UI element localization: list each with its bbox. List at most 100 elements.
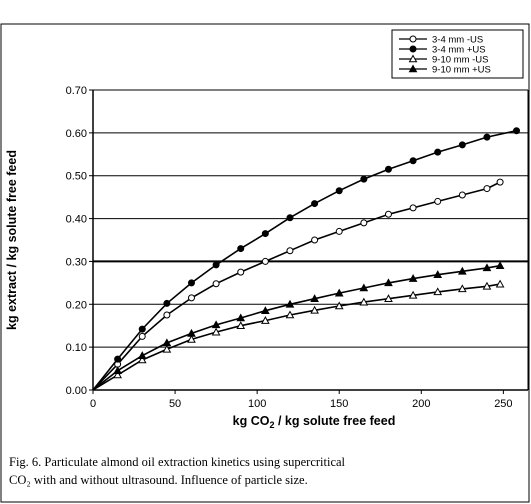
- legend-marker-3: [408, 64, 418, 73]
- y-tick-label-2: 0.20: [66, 299, 87, 311]
- series-2-point-8: [285, 310, 295, 319]
- legend-entries: 3-4 mm -US3-4 mm +US9-10 mm -US9-10 mm +…: [399, 35, 491, 76]
- x-tick-label-5: 250: [494, 398, 512, 410]
- figure-caption: Fig. 6. Particulate almond oil extractio…: [9, 453, 529, 489]
- series-1-point-10: [335, 187, 343, 195]
- series-3-point-6: [236, 313, 246, 322]
- series-1-point-2: [138, 325, 146, 333]
- series-1-point-8: [286, 214, 294, 222]
- series-2: [92, 279, 505, 391]
- axis-ticks: 0.00 0.10 0.20 0.30 0.40 0.50 0.60 0.70 0 50 100 15…: [66, 85, 513, 410]
- caption-line-1: Fig. 6. Particulate almond oil extractio…: [9, 455, 346, 469]
- y-axis-title: kg extract / kg solute free feed: [5, 150, 19, 330]
- x-axis-title-sub: 2: [269, 420, 274, 430]
- legend-marker-2: [408, 54, 418, 63]
- x-tick-label-4: 200: [412, 398, 430, 410]
- x-axis-title-part2: / kg solute free feed: [274, 414, 395, 428]
- y-tick-label-7: 0.70: [66, 85, 87, 97]
- series-line-1: [92, 129, 517, 391]
- series-0-point-13: [409, 204, 417, 212]
- series-1: [92, 127, 521, 391]
- legend-label-2: 9-10 mm -US: [432, 55, 488, 66]
- series-1-point-14: [434, 148, 442, 156]
- series-1-point-13: [409, 157, 417, 165]
- series-0-point-6: [237, 268, 245, 276]
- y-tick-label-0: 0.00: [66, 385, 87, 397]
- series-0-point-16: [483, 185, 491, 193]
- series-3-point-11: [359, 283, 369, 292]
- series-2-point-6: [236, 321, 246, 330]
- x-tick-label-3: 150: [330, 398, 348, 410]
- series-1-point-11: [360, 175, 368, 183]
- legend-marker-1: [409, 45, 417, 53]
- series-1-point-16: [483, 133, 491, 141]
- series-3: [92, 261, 505, 391]
- series-0-point-4: [187, 294, 195, 302]
- legend: 3-4 mm -US3-4 mm +US9-10 mm -US9-10 mm +…: [391, 29, 524, 79]
- series-1-point-15: [458, 141, 466, 149]
- y-tick-label-1: 0.10: [66, 342, 87, 354]
- series-1-point-5: [212, 261, 220, 269]
- grid: [93, 89, 528, 348]
- series-3-point-13: [408, 274, 418, 282]
- series-2-point-13: [408, 290, 418, 299]
- series-0-point-8: [286, 247, 294, 255]
- series-0-point-9: [311, 236, 319, 244]
- series-3-point-9: [310, 294, 319, 303]
- series-1-point-6: [237, 245, 245, 253]
- series-line-2: [92, 283, 501, 391]
- series-1-point-7: [261, 230, 269, 238]
- series-3-point-17: [495, 261, 505, 270]
- series-3-point-14: [433, 270, 443, 279]
- series-2-point-10: [334, 301, 344, 310]
- series-1-point-9: [311, 200, 319, 208]
- legend-marker-0: [409, 35, 417, 43]
- series-3-point-3: [162, 338, 172, 347]
- series-2-point-12: [384, 294, 393, 303]
- x-tick-label-1: 50: [169, 398, 181, 410]
- x-axis-title-part1: kg CO: [233, 414, 270, 428]
- series-0-point-7: [261, 257, 269, 265]
- series-3-point-10: [334, 288, 344, 297]
- series-0-point-10: [335, 227, 343, 235]
- x-axis-title: kg CO2 / kg solute free feed: [233, 414, 396, 430]
- series-3-point-8: [285, 299, 295, 308]
- series-2-point-16: [482, 281, 492, 290]
- series-1-point-12: [384, 165, 392, 173]
- x-tick-label-2: 100: [248, 398, 266, 410]
- series-2-point-4: [187, 334, 196, 343]
- series-2-point-7: [261, 316, 270, 324]
- series-2-point-11: [359, 297, 369, 306]
- series-2-point-3: [162, 344, 172, 353]
- series-3-point-15: [457, 266, 467, 275]
- series-line-3: [92, 264, 501, 391]
- figure-frame: [0, 23, 530, 503]
- caption-line-2: CO₂ with and without ultrasound. Influen…: [9, 473, 308, 487]
- legend-label-1: 3-4 mm +US: [432, 45, 486, 56]
- y-tick-label-3: 0.30: [66, 256, 87, 268]
- series-line-0: [92, 181, 501, 391]
- legend-label-3: 9-10 mm +US: [432, 65, 491, 76]
- series-1-point-3: [163, 299, 171, 307]
- series-2-point-14: [433, 287, 443, 296]
- series-0-point-15: [458, 191, 466, 199]
- series-3-point-4: [187, 328, 196, 337]
- series-3-point-16: [482, 263, 492, 272]
- series-0-point-3: [163, 311, 171, 319]
- series-2-point-5: [211, 327, 221, 336]
- series-layer: [92, 127, 521, 391]
- series-2-point-15: [457, 284, 467, 293]
- series-0-point-12: [384, 210, 392, 218]
- y-tick-label-5: 0.50: [66, 171, 87, 183]
- series-1-point-17: [513, 127, 521, 135]
- series-3-point-1: [113, 366, 122, 375]
- series-2-point-17: [495, 279, 505, 288]
- series-2-point-1: [113, 370, 122, 379]
- series-3-point-12: [384, 278, 393, 287]
- series-0-point-11: [360, 219, 368, 227]
- series-0-point-2: [138, 332, 146, 340]
- legend-label-0: 3-4 mm -US: [432, 35, 483, 46]
- series-2-point-2: [137, 355, 147, 364]
- series-2-point-9: [310, 305, 319, 314]
